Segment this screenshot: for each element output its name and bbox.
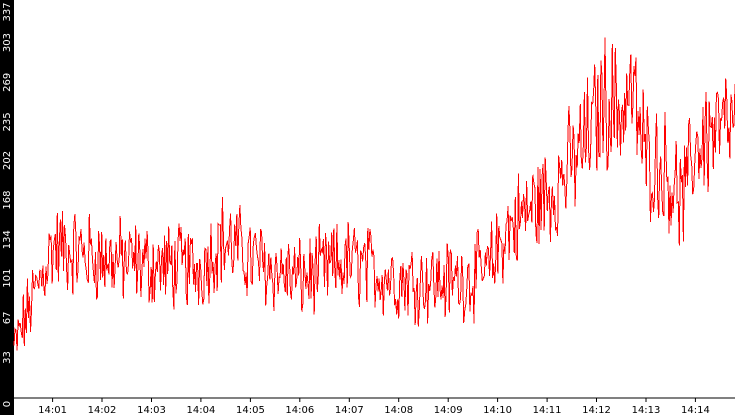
y-axis-strip	[0, 0, 14, 415]
x-tick-label: 14:14	[681, 405, 710, 415]
y-tick-label: 101	[2, 269, 13, 288]
series-line	[13, 37, 735, 351]
x-tick-label: 14:10	[483, 405, 512, 415]
y-tick-label: 168	[2, 191, 13, 210]
plot-background	[14, 0, 735, 415]
x-tick-label: 14:04	[186, 405, 215, 415]
y-tick-label: 33	[2, 351, 13, 364]
y-tick-label: 67	[2, 312, 13, 325]
x-tick-label: 14:13	[632, 405, 661, 415]
x-tick-label: 14:01	[38, 405, 67, 415]
x-tick-label: 14:05	[236, 405, 265, 415]
x-tick-label: 14:11	[533, 405, 562, 415]
x-tick-label: 14:03	[137, 405, 166, 415]
x-tick-label: 14:08	[384, 405, 413, 415]
y-tick-label: 202	[2, 151, 13, 170]
y-tick-label: 235	[2, 112, 13, 131]
x-tick-label: 14:09	[434, 405, 463, 415]
x-tick-label: 14:07	[335, 405, 364, 415]
x-tick-label: 14:02	[88, 405, 117, 415]
y-tick-label: 134	[2, 230, 13, 249]
x-tick-label: 14:06	[285, 405, 314, 415]
x-tick-label: 14:12	[582, 405, 611, 415]
y-tick-label: 303	[2, 33, 13, 52]
y-tick-label: 269	[2, 73, 13, 92]
x-axis-ticks: 14:01 14:02 14:03 14:04 14:05 14:06 14:07 14:08…	[38, 398, 710, 415]
y-tick-label: 0	[2, 401, 13, 407]
y-tick-label: 337	[2, 2, 13, 21]
y-axis-ticks: 0 33 67 101 134 168 202 235 269 303 337	[2, 2, 13, 407]
